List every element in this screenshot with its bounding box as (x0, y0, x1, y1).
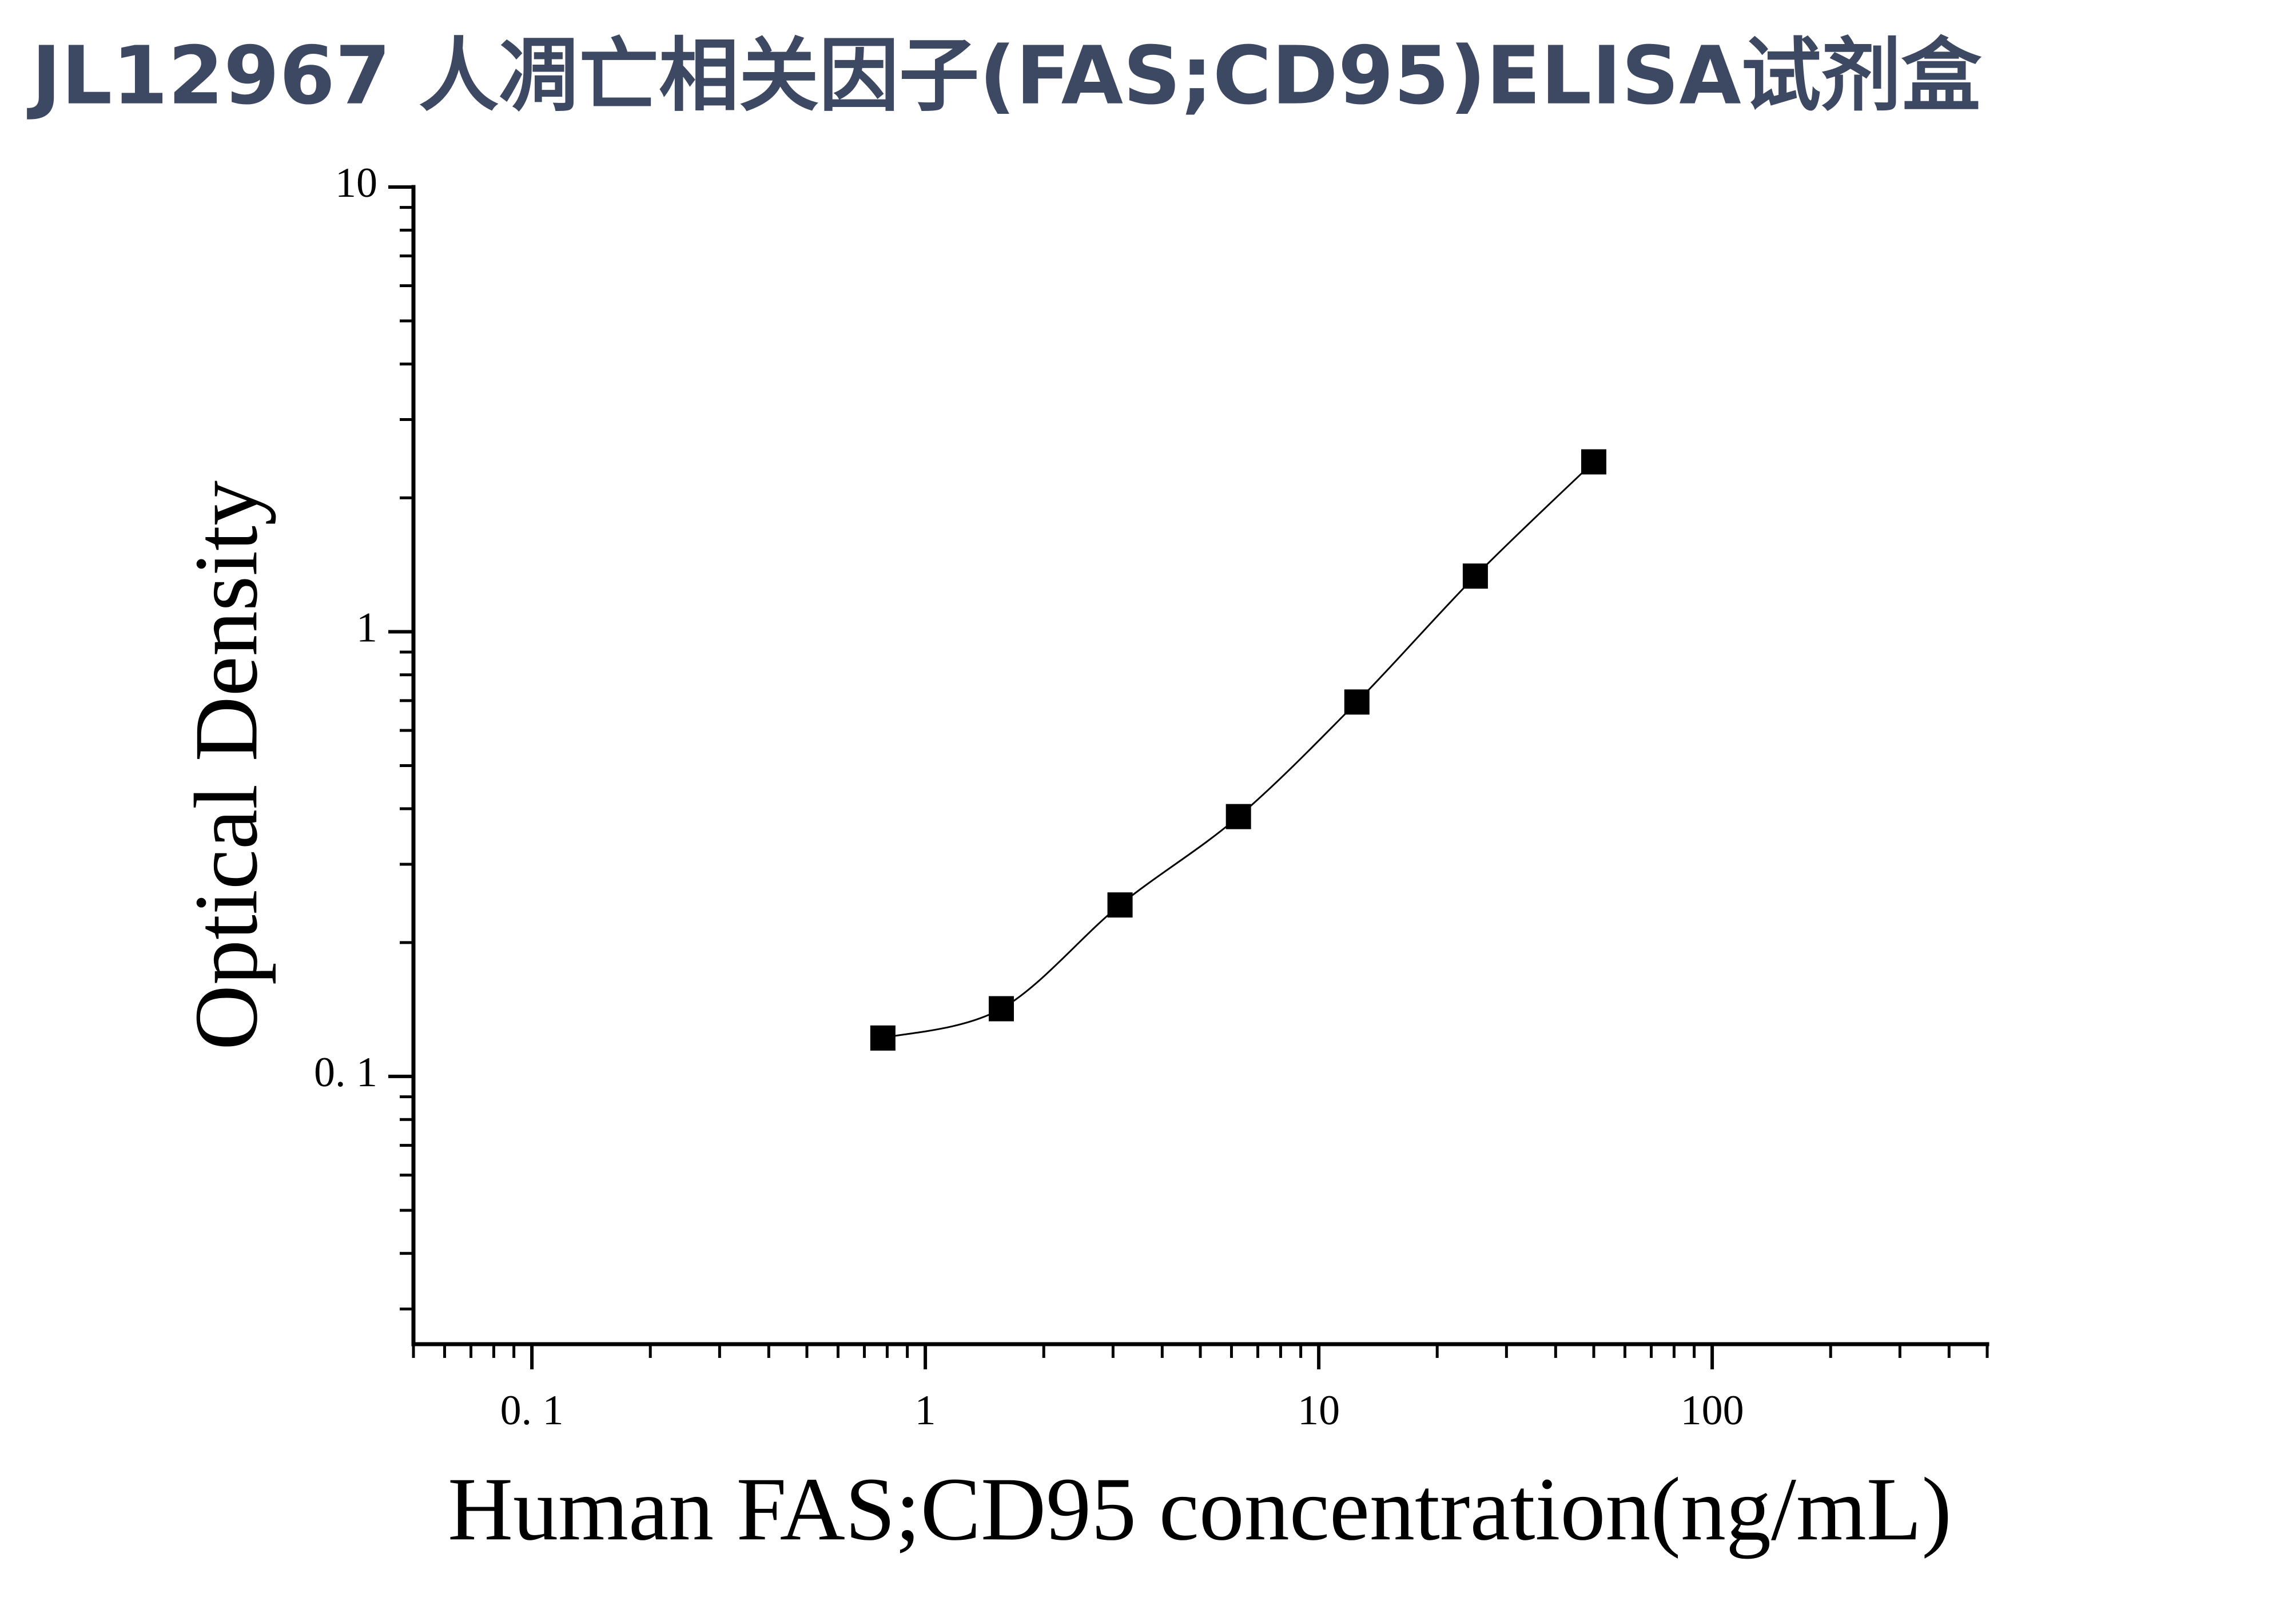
fit-curve (882, 461, 1595, 1039)
data-point (1581, 449, 1606, 475)
x-tick-label: 10 (1298, 1387, 1340, 1434)
data-point (1107, 892, 1133, 918)
data-point (988, 996, 1014, 1022)
y-tick-label: 10 (335, 160, 377, 206)
x-axis-label: Human FAS;CD95 concentration(ng/mL) (448, 1459, 1952, 1559)
y-axis-label: Optical Density (176, 480, 276, 1050)
y-tick-label: 1 (356, 604, 377, 651)
chart-title: JL12967 人凋亡相关因子(FAS;CD95)ELISA试剂盒 (27, 30, 1982, 123)
x-tick-label: 1 (915, 1387, 936, 1434)
x-tick-label: 100 (1681, 1387, 1744, 1434)
data-point (870, 1025, 896, 1051)
y-tick-label: 0. 1 (314, 1049, 377, 1096)
data-point (1344, 689, 1370, 715)
data-point (1225, 804, 1251, 829)
data-point (1462, 563, 1488, 589)
x-tick-label: 0. 1 (500, 1387, 564, 1434)
